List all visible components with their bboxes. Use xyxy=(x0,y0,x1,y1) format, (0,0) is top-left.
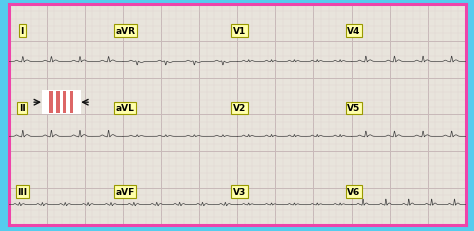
Bar xyxy=(63,92,66,114)
Bar xyxy=(70,92,73,114)
Text: aVL: aVL xyxy=(116,104,135,113)
Text: III: III xyxy=(17,187,27,196)
Text: V2: V2 xyxy=(233,104,246,113)
Text: V5: V5 xyxy=(347,104,361,113)
Text: I: I xyxy=(20,27,24,36)
Text: V4: V4 xyxy=(347,27,361,36)
Text: V6: V6 xyxy=(347,187,361,196)
Text: II: II xyxy=(19,104,26,113)
Bar xyxy=(56,92,60,114)
Text: aVR: aVR xyxy=(115,27,135,36)
Text: aVF: aVF xyxy=(116,187,135,196)
Bar xyxy=(49,92,53,114)
Text: V3: V3 xyxy=(233,187,246,196)
Bar xyxy=(42,91,81,115)
Text: V1: V1 xyxy=(233,27,246,36)
